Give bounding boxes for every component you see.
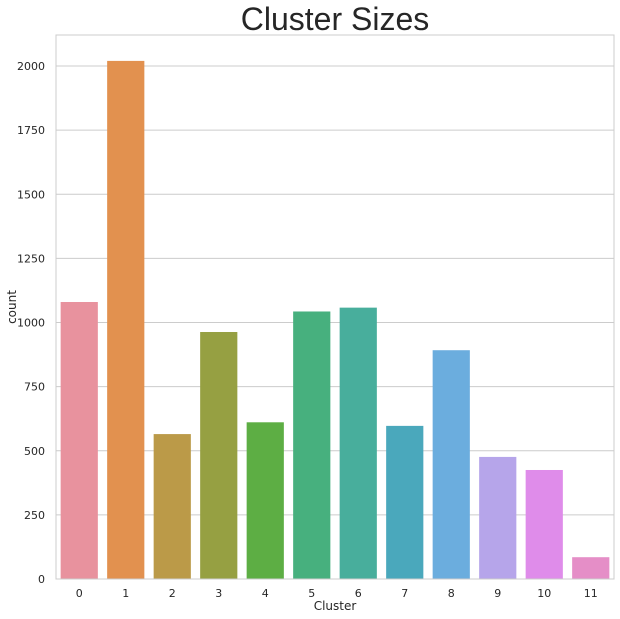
y-tick-label: 1000	[17, 317, 45, 330]
bar-cluster-2	[153, 434, 191, 579]
y-tick-label: 750	[24, 381, 45, 394]
chart-title: Cluster Sizes	[241, 1, 430, 37]
y-tick-label: 1500	[17, 188, 45, 201]
y-tick-label: 1750	[17, 124, 45, 137]
x-tick-label: 2	[169, 587, 176, 600]
x-tick-label: 10	[537, 587, 551, 600]
bar-cluster-7	[386, 425, 424, 579]
x-axis-ticks: 0 1 2 3 4 5 6 7 8 9 10 11	[76, 587, 598, 600]
x-tick-label: 5	[308, 587, 315, 600]
plot-frame	[55, 34, 615, 580]
x-tick-label: 9	[494, 587, 501, 600]
bar-cluster-6	[339, 307, 377, 579]
bar-cluster-4	[246, 422, 284, 579]
bar-cluster-1	[107, 60, 145, 579]
x-tick-label: 7	[401, 587, 408, 600]
bars	[60, 60, 610, 579]
x-tick-label: 11	[584, 587, 598, 600]
x-tick-label: 4	[262, 587, 269, 600]
bar-cluster-5	[293, 311, 331, 579]
y-tick-label: 0	[38, 573, 45, 586]
y-axis-label: count	[5, 290, 19, 324]
x-tick-label: 3	[215, 587, 222, 600]
x-tick-label: 6	[355, 587, 362, 600]
x-tick-label: 8	[448, 587, 455, 600]
x-axis-label: Cluster	[314, 599, 357, 613]
y-tick-label: 2000	[17, 60, 45, 73]
y-tick-label: 250	[24, 509, 45, 522]
y-axis-ticks: 0 250 500 750 1000 1250 1500 1750 2000	[17, 60, 45, 586]
bar-cluster-11	[572, 557, 610, 579]
bar-cluster-0	[60, 301, 98, 579]
bar-cluster-8	[432, 350, 470, 579]
grid	[56, 65, 614, 516]
x-tick-label: 0	[76, 587, 83, 600]
bar-cluster-10	[525, 469, 563, 579]
y-tick-label: 500	[24, 445, 45, 458]
y-tick-label: 1250	[17, 252, 45, 265]
bar-cluster-9	[479, 456, 517, 579]
x-tick-label: 1	[122, 587, 129, 600]
bar-cluster-3	[200, 332, 238, 579]
